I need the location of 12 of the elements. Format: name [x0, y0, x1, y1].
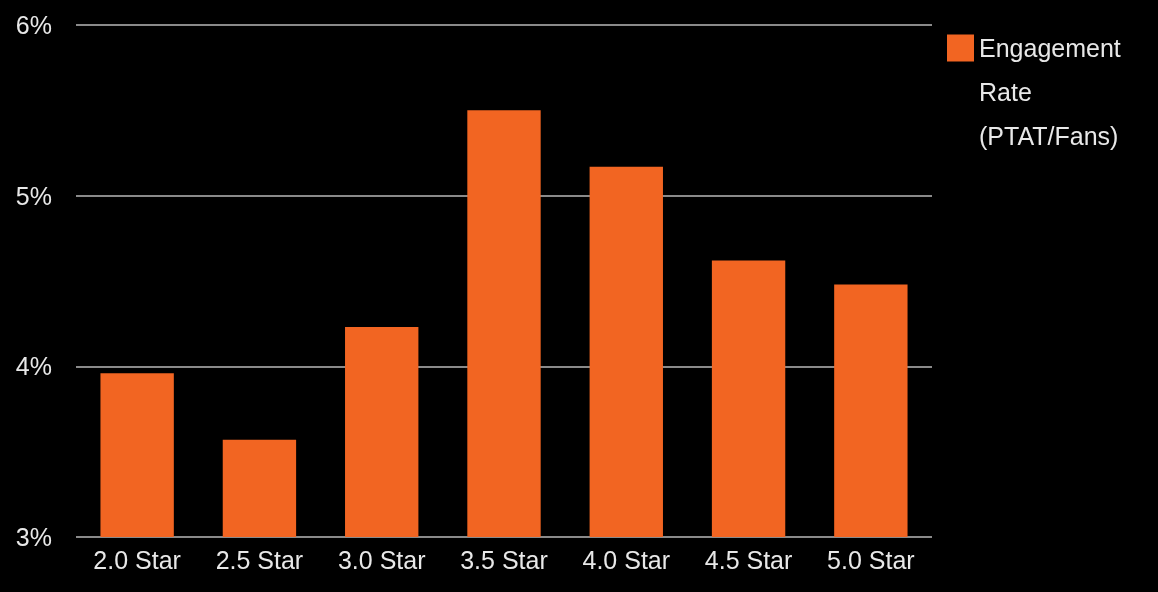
- y-tick-label: 6%: [15, 11, 52, 39]
- x-tick-label: 5.0 Star: [827, 545, 915, 574]
- x-tick-label: 3.0 Star: [337, 545, 426, 574]
- legend-label: Engagement Rate (PTAT/Fans): [979, 34, 1121, 150]
- x-tick-label: 3.5 Star: [460, 545, 548, 574]
- y-tick-label: 5%: [15, 181, 52, 210]
- x-tick-label: 2.5 Star: [215, 545, 304, 574]
- x-tick-label: 2.0 Star: [93, 545, 181, 574]
- x-tick-label: 4.5 Star: [704, 545, 793, 574]
- y-tick-label: 3%: [15, 523, 52, 551]
- y-tick-label: 4%: [15, 352, 52, 381]
- x-tick-label: 4.0 Star: [582, 545, 671, 574]
